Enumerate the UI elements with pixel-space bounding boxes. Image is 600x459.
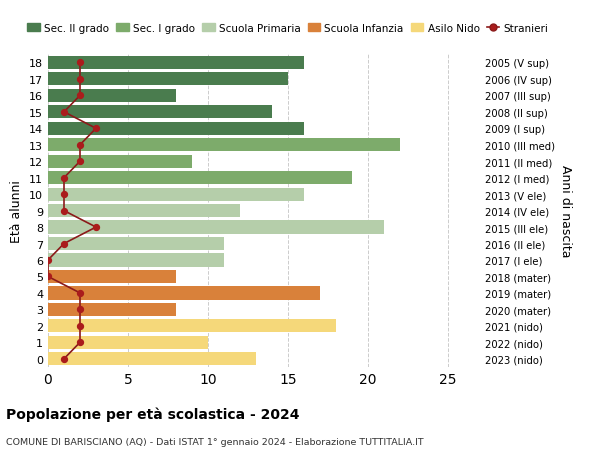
Point [75,290,85,297]
Bar [48,254,224,267]
Point [91,125,101,133]
Text: Popolazione per età scolastica - 2024: Popolazione per età scolastica - 2024 [6,406,299,421]
Point [59,174,69,182]
Point [43,257,53,264]
Y-axis label: Età alunni: Età alunni [10,180,23,242]
Point [75,76,85,84]
Bar [48,319,336,333]
Bar [48,73,288,86]
Bar [48,139,400,152]
Bar [48,106,272,119]
Point [91,224,101,231]
Bar [48,237,224,251]
Point [59,109,69,116]
Bar [48,90,176,103]
Bar [48,172,352,185]
Point [59,355,69,363]
Point [75,306,85,313]
Point [59,191,69,198]
Bar [48,303,176,316]
Bar [48,57,304,70]
Bar [48,270,176,283]
Text: COMUNE DI BARISCIANO (AQ) - Dati ISTAT 1° gennaio 2024 - Elaborazione TUTTITALIA: COMUNE DI BARISCIANO (AQ) - Dati ISTAT 1… [6,437,424,446]
Point [75,158,85,166]
Bar [48,287,320,300]
Bar [48,336,208,349]
Bar [48,353,256,365]
Bar [48,188,304,202]
Point [43,273,53,280]
Point [75,142,85,149]
Bar [48,123,304,135]
Point [75,339,85,346]
Y-axis label: Anni di nascita: Anni di nascita [559,165,572,257]
Bar [48,205,240,218]
Point [75,92,85,100]
Legend: Sec. II grado, Sec. I grado, Scuola Primaria, Scuola Infanzia, Asilo Nido, Stran: Sec. II grado, Sec. I grado, Scuola Prim… [23,20,553,38]
Bar [48,221,384,234]
Point [75,60,85,67]
Point [75,323,85,330]
Point [59,207,69,215]
Point [59,241,69,248]
Bar [48,155,192,168]
